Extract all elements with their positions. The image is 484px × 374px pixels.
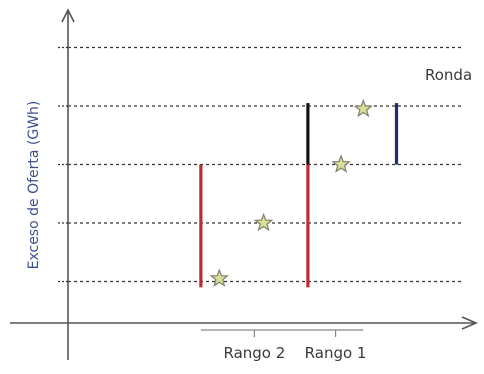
y-axis-label: Exceso de Oferta (GWh) <box>26 101 42 270</box>
gridlines <box>68 46 462 283</box>
range-bars <box>199 103 399 288</box>
x-axis-arrow-icon <box>461 316 479 330</box>
series-label: Ronda <box>425 66 472 84</box>
data-point-star <box>331 154 351 173</box>
range-label: Rango 1 <box>305 344 367 362</box>
axes <box>10 8 479 360</box>
y-ticks <box>58 46 68 283</box>
data-point-star <box>353 98 374 118</box>
data-point-star <box>209 268 230 287</box>
data-point-star <box>253 212 274 232</box>
y-axis-arrow-icon <box>61 8 75 23</box>
data-points <box>209 98 374 287</box>
range-label: Rango 2 <box>223 344 285 362</box>
range-brackets: Rango 2 Rango 1 <box>200 329 367 362</box>
